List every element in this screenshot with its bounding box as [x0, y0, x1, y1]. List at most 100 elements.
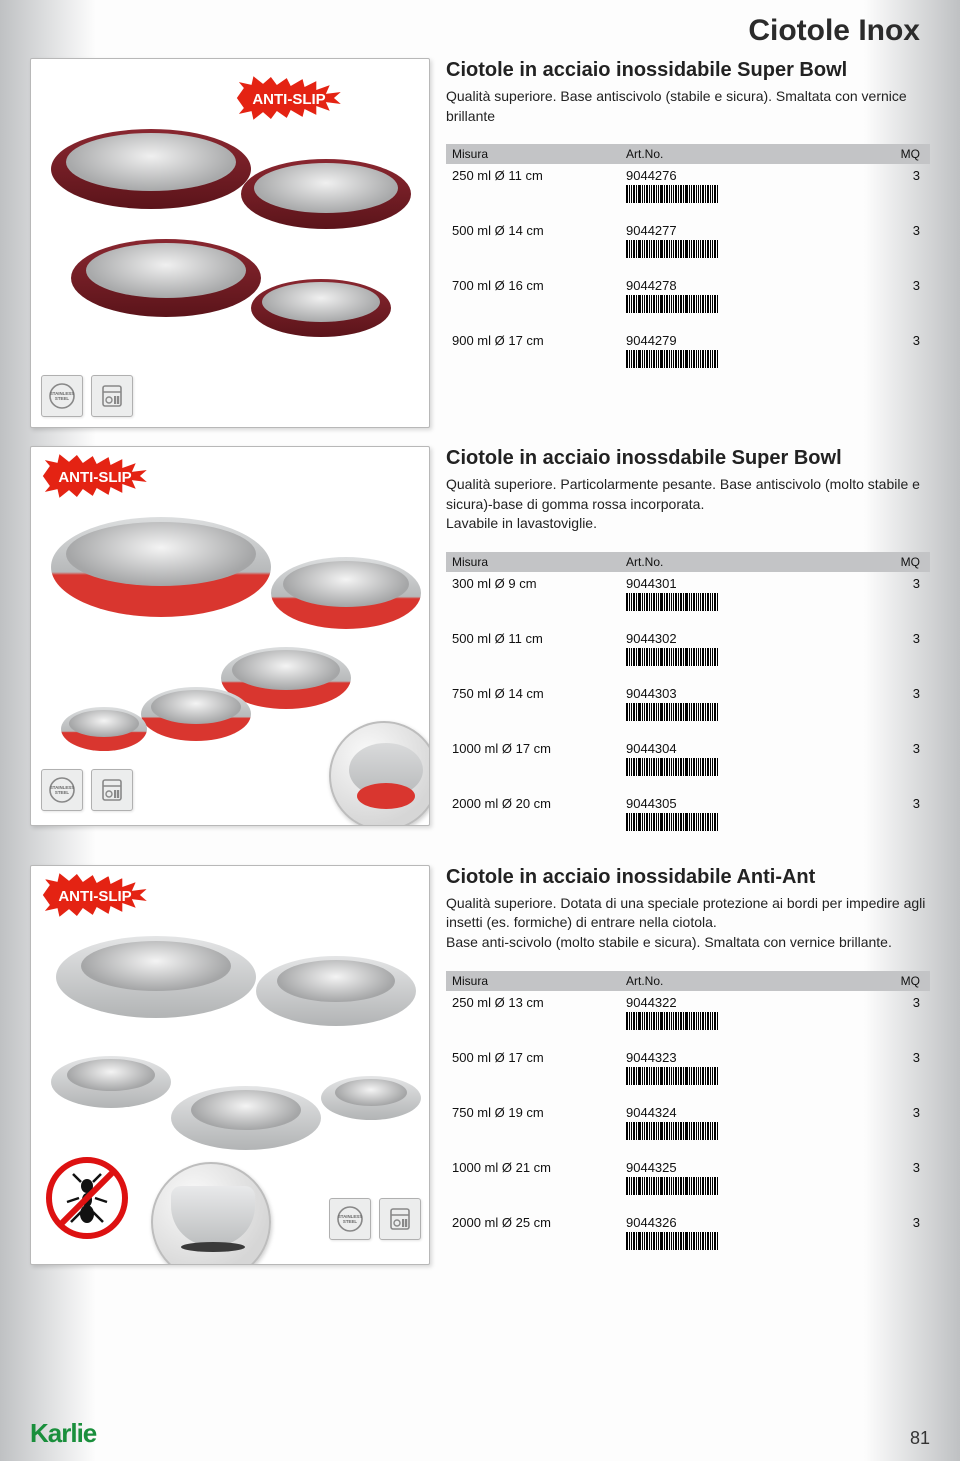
table-row: 900 ml Ø 17 cm 9044279 3	[446, 329, 930, 384]
cell-mq: 3	[806, 1105, 930, 1120]
barcode	[626, 648, 806, 666]
cell-mq: 3	[806, 631, 930, 646]
cell-misura: 700 ml Ø 16 cm	[446, 278, 626, 293]
table-row: 1000 ml Ø 21 cm 9044325 3	[446, 1156, 930, 1211]
product-section: ANTI-SLIP STAINLESSSTEEL Ciotole in acci…	[30, 58, 930, 428]
cell-mq: 3	[806, 278, 930, 293]
feature-icons: STAINLESSSTEEL	[329, 1198, 421, 1240]
cell-artno: 9044304	[626, 741, 806, 756]
svg-text:STEEL: STEEL	[55, 396, 69, 401]
cell-mq: 3	[806, 686, 930, 701]
cell-misura: 250 ml Ø 13 cm	[446, 995, 626, 1010]
table-row: 700 ml Ø 16 cm 9044278 3	[446, 274, 930, 329]
table-row: 750 ml Ø 14 cm 9044303 3	[446, 682, 930, 737]
table-header: Misura Art.No. MQ	[446, 552, 930, 572]
col-misura: Misura	[446, 147, 626, 161]
barcode	[626, 1067, 806, 1085]
feature-icons: STAINLESSSTEEL	[41, 375, 133, 417]
col-mq: MQ	[806, 974, 930, 988]
barcode	[626, 185, 806, 203]
col-art: Art.No.	[626, 147, 806, 161]
product-image: ANTI-SLIP STAINLESSSTEEL	[30, 446, 430, 826]
cell-artno: 9044326	[626, 1215, 806, 1230]
barcode	[626, 593, 806, 611]
table-body: 250 ml Ø 13 cm 9044322 3 500 ml Ø 17 cm …	[446, 991, 930, 1266]
no-ant-icon	[45, 1156, 129, 1240]
cell-misura: 1000 ml Ø 17 cm	[446, 741, 626, 756]
table-body: 250 ml Ø 11 cm 9044276 3 500 ml Ø 14 cm …	[446, 164, 930, 384]
table-row: 250 ml Ø 13 cm 9044322 3	[446, 991, 930, 1046]
dishwasher-icon	[91, 375, 133, 417]
detail-circle	[151, 1162, 271, 1265]
cell-mq: 3	[806, 796, 930, 811]
table-row: 500 ml Ø 14 cm 9044277 3	[446, 219, 930, 274]
svg-text:STEEL: STEEL	[343, 1219, 357, 1224]
cell-artno: 9044323	[626, 1050, 806, 1065]
detail-circle	[329, 721, 430, 826]
cell-mq: 3	[806, 1050, 930, 1065]
table-row: 2000 ml Ø 20 cm 9044305 3	[446, 792, 930, 847]
cell-misura: 500 ml Ø 11 cm	[446, 631, 626, 646]
barcode	[626, 1177, 806, 1195]
product-description: Qualità superiore. Base antiscivolo (sta…	[446, 87, 930, 126]
cell-artno: 9044322	[626, 995, 806, 1010]
cell-misura: 750 ml Ø 19 cm	[446, 1105, 626, 1120]
cell-artno: 9044302	[626, 631, 806, 646]
cell-misura: 1000 ml Ø 21 cm	[446, 1160, 626, 1175]
table-row: 750 ml Ø 19 cm 9044324 3	[446, 1101, 930, 1156]
cell-misura: 500 ml Ø 17 cm	[446, 1050, 626, 1065]
cell-misura: 2000 ml Ø 20 cm	[446, 796, 626, 811]
cell-mq: 3	[806, 576, 930, 591]
svg-text:ANTI-SLIP: ANTI-SLIP	[252, 91, 325, 108]
cell-mq: 3	[806, 995, 930, 1010]
svg-text:STEEL: STEEL	[55, 790, 69, 795]
cell-misura: 500 ml Ø 14 cm	[446, 223, 626, 238]
cell-artno: 9044277	[626, 223, 806, 238]
stainless-steel-icon: STAINLESSSTEEL	[329, 1198, 371, 1240]
cell-misura: 750 ml Ø 14 cm	[446, 686, 626, 701]
product-title: Ciotole in acciaio inossidabile Super Bo…	[446, 58, 930, 83]
col-art: Art.No.	[626, 555, 806, 569]
cell-mq: 3	[806, 1215, 930, 1230]
product-section: ANTI-SLIP	[30, 865, 930, 1266]
barcode	[626, 1012, 806, 1030]
spec-table: Misura Art.No. MQ 300 ml Ø 9 cm 9044301 …	[446, 552, 930, 847]
col-mq: MQ	[806, 147, 930, 161]
cell-artno: 9044305	[626, 796, 806, 811]
cell-artno: 9044303	[626, 686, 806, 701]
svg-text:ANTI-SLIP: ANTI-SLIP	[58, 888, 131, 905]
barcode	[626, 240, 806, 258]
table-row: 250 ml Ø 11 cm 9044276 3	[446, 164, 930, 219]
svg-text:ANTI-SLIP: ANTI-SLIP	[58, 469, 131, 486]
table-row: 2000 ml Ø 25 cm 9044326 3	[446, 1211, 930, 1266]
col-mq: MQ	[806, 555, 930, 569]
cell-artno: 9044278	[626, 278, 806, 293]
cell-artno: 9044279	[626, 333, 806, 348]
product-title: Ciotole in acciaio inossdabile Super Bow…	[446, 446, 930, 471]
page-number: 81	[910, 1428, 930, 1449]
table-header: Misura Art.No. MQ	[446, 971, 930, 991]
feature-icons: STAINLESSSTEEL	[41, 769, 133, 811]
product-description: Qualità superiore. Particolarmente pesan…	[446, 475, 930, 534]
table-row: 1000 ml Ø 17 cm 9044304 3	[446, 737, 930, 792]
anti-slip-badge: ANTI-SLIP	[231, 75, 351, 121]
cell-mq: 3	[806, 1160, 930, 1175]
stainless-steel-icon: STAINLESSSTEEL	[41, 375, 83, 417]
cell-mq: 3	[806, 741, 930, 756]
col-misura: Misura	[446, 555, 626, 569]
page-title: Ciotole Inox	[30, 14, 920, 48]
cell-mq: 3	[806, 168, 930, 183]
col-art: Art.No.	[626, 974, 806, 988]
cell-artno: 9044276	[626, 168, 806, 183]
dishwasher-icon	[91, 769, 133, 811]
col-misura: Misura	[446, 974, 626, 988]
barcode	[626, 813, 806, 831]
stainless-steel-icon: STAINLESSSTEEL	[41, 769, 83, 811]
brand-logo: Karlie	[30, 1418, 96, 1449]
spec-table: Misura Art.No. MQ 250 ml Ø 13 cm 9044322…	[446, 971, 930, 1266]
dishwasher-icon	[379, 1198, 421, 1240]
spec-table: Misura Art.No. MQ 250 ml Ø 11 cm 9044276…	[446, 144, 930, 384]
table-row: 500 ml Ø 17 cm 9044323 3	[446, 1046, 930, 1101]
page-footer: Karlie 81	[30, 1418, 930, 1449]
product-description: Qualità superiore. Dotata di una special…	[446, 894, 930, 953]
